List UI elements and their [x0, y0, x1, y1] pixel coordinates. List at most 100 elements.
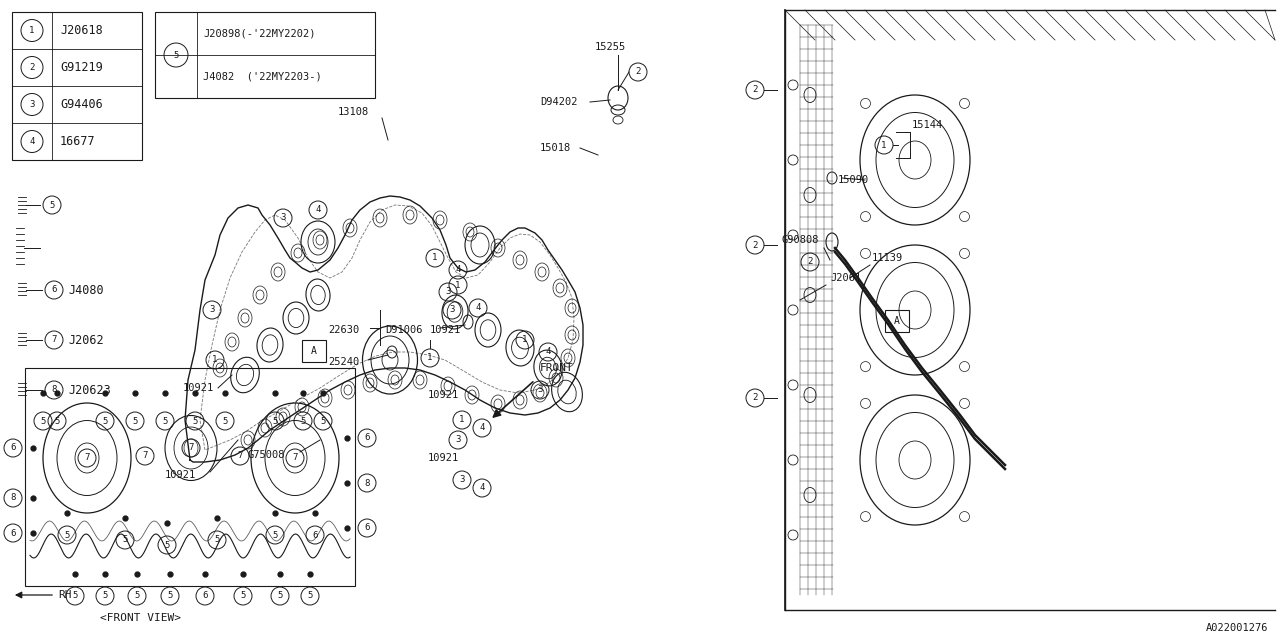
Text: 5: 5	[54, 417, 60, 426]
Text: 10921: 10921	[430, 325, 461, 335]
Text: 5: 5	[192, 417, 197, 426]
Text: 4: 4	[479, 424, 485, 433]
Bar	[12, 12, 142, 160]
Text: 4: 4	[545, 348, 550, 356]
Text: 6: 6	[10, 444, 15, 452]
Text: 15090: 15090	[838, 175, 869, 185]
Text: A: A	[311, 346, 317, 356]
Text: 6: 6	[10, 529, 15, 538]
Bar	[155, 12, 375, 98]
Text: 15255: 15255	[595, 42, 626, 52]
Text: 2: 2	[808, 257, 813, 266]
Text: 5: 5	[50, 200, 55, 209]
Text: 6: 6	[202, 591, 207, 600]
Text: 10921: 10921	[428, 390, 460, 400]
Text: 10921: 10921	[183, 383, 214, 393]
Text: 7: 7	[84, 454, 90, 463]
Text: 7: 7	[188, 444, 193, 452]
Text: J4080: J4080	[68, 284, 104, 296]
Text: 1: 1	[456, 280, 461, 289]
Text: 3: 3	[280, 214, 285, 223]
Text: 5: 5	[223, 417, 228, 426]
Text: 2: 2	[635, 67, 641, 77]
Text: 3: 3	[29, 100, 35, 109]
Text: 5: 5	[307, 591, 312, 600]
Text: 3: 3	[210, 305, 215, 314]
Text: 5: 5	[64, 531, 69, 540]
Text: 5: 5	[134, 591, 140, 600]
Text: 6: 6	[365, 433, 370, 442]
Text: 2: 2	[753, 241, 758, 250]
Text: 2: 2	[29, 63, 35, 72]
Text: G94406: G94406	[60, 98, 102, 111]
Text: 22630: 22630	[328, 325, 360, 335]
Text: 8: 8	[365, 479, 370, 488]
Text: 5: 5	[72, 591, 78, 600]
Text: J4082  ('22MY2203-): J4082 ('22MY2203-)	[204, 72, 321, 81]
Text: 3: 3	[445, 287, 451, 296]
Text: 2: 2	[753, 394, 758, 403]
Text: 7: 7	[142, 451, 147, 461]
Text: 5: 5	[164, 541, 170, 550]
Text: J20898(-'22MY2202): J20898(-'22MY2202)	[204, 29, 315, 38]
Text: 4: 4	[475, 303, 481, 312]
Text: G75008: G75008	[248, 450, 285, 460]
Text: FRONT: FRONT	[540, 363, 573, 373]
Text: RH: RH	[58, 590, 72, 600]
Text: 7: 7	[292, 454, 298, 463]
Text: 5: 5	[273, 417, 278, 426]
Text: 25240: 25240	[328, 357, 360, 367]
Text: 5: 5	[278, 591, 283, 600]
Text: J2062: J2062	[68, 333, 104, 346]
Text: <FRONT VIEW>: <FRONT VIEW>	[100, 613, 180, 623]
Text: 5: 5	[163, 417, 168, 426]
Text: 6: 6	[51, 285, 56, 294]
Text: 5: 5	[123, 536, 128, 545]
Text: 5: 5	[102, 417, 108, 426]
Text: 5: 5	[168, 591, 173, 600]
Text: A: A	[893, 316, 900, 326]
Text: G91219: G91219	[60, 61, 102, 74]
Text: 5: 5	[320, 417, 325, 426]
Text: 13108: 13108	[338, 107, 369, 117]
Text: 5: 5	[132, 417, 138, 426]
Text: 4: 4	[29, 137, 35, 146]
Text: 5: 5	[173, 51, 179, 60]
Bar	[302, 340, 326, 362]
Text: 15144: 15144	[911, 120, 943, 130]
Text: 11139: 11139	[872, 253, 904, 263]
Text: 4: 4	[479, 483, 485, 493]
Text: 15018: 15018	[540, 143, 571, 153]
Text: 1: 1	[460, 415, 465, 424]
Text: 16677: 16677	[60, 135, 96, 148]
Text: J20623: J20623	[68, 383, 111, 397]
Text: 1: 1	[428, 353, 433, 362]
Text: 5: 5	[40, 417, 46, 426]
Text: 5: 5	[214, 536, 220, 545]
Text: G90808: G90808	[782, 235, 819, 245]
Text: 3: 3	[460, 476, 465, 484]
Text: 7: 7	[237, 451, 243, 461]
Text: 5: 5	[102, 591, 108, 600]
Text: 5: 5	[273, 531, 278, 540]
Text: 8: 8	[51, 385, 56, 394]
Text: 3: 3	[538, 385, 543, 394]
Text: 1: 1	[522, 335, 527, 344]
Bar	[26, 368, 355, 586]
Text: D94202: D94202	[540, 97, 577, 107]
Text: 8: 8	[10, 493, 15, 502]
Text: D91006: D91006	[385, 325, 422, 335]
Text: 10921: 10921	[428, 453, 460, 463]
Text: 6: 6	[365, 524, 370, 532]
Text: 3: 3	[456, 435, 461, 445]
Text: 1: 1	[433, 253, 438, 262]
Text: 3: 3	[449, 305, 454, 314]
Text: 7: 7	[51, 335, 56, 344]
Bar	[884, 310, 909, 332]
Text: 5: 5	[241, 591, 246, 600]
Text: J2061: J2061	[829, 273, 861, 283]
Text: 4: 4	[456, 266, 461, 275]
Text: 6: 6	[312, 531, 317, 540]
Text: 10921: 10921	[165, 470, 196, 480]
Text: 2: 2	[753, 86, 758, 95]
